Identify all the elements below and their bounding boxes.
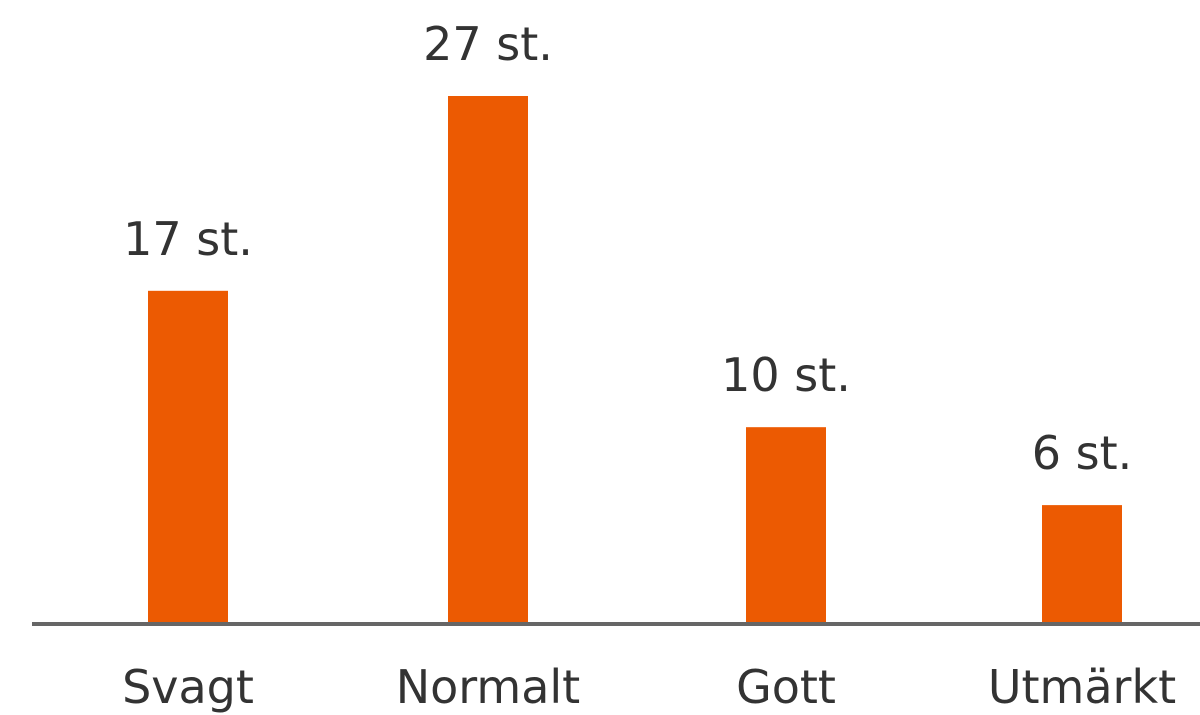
bar-utmärkt	[1042, 505, 1122, 622]
bars-group	[148, 96, 1122, 622]
category-label-gott: Gott	[736, 660, 836, 714]
bar-normalt	[448, 96, 528, 622]
value-label-svagt: 17 st.	[123, 212, 253, 266]
bar-gott	[746, 427, 826, 622]
category-labels-group: Svagt Normalt Gott Utmärkt	[122, 660, 1176, 714]
value-label-utmärkt: 6 st.	[1032, 426, 1133, 480]
category-label-normalt: Normalt	[396, 660, 580, 714]
value-label-gott: 10 st.	[721, 348, 851, 402]
bar-svagt	[148, 290, 228, 622]
category-label-svagt: Svagt	[122, 660, 254, 714]
value-labels-group: 17 st. 27 st. 10 st. 6 st.	[123, 17, 1132, 480]
value-label-normalt: 27 st.	[423, 17, 553, 71]
category-label-utmärkt: Utmärkt	[988, 660, 1176, 714]
